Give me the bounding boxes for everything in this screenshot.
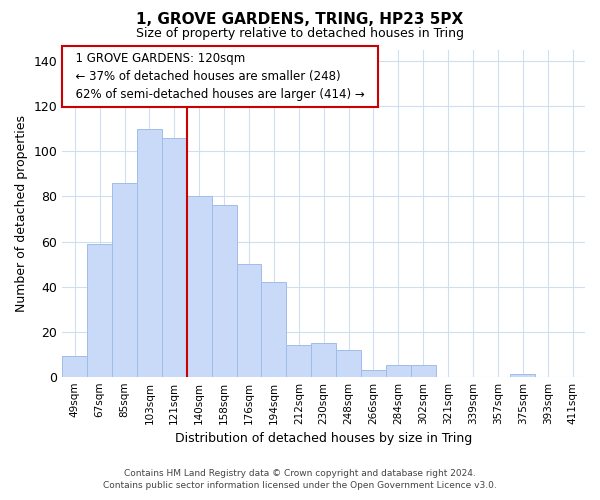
X-axis label: Distribution of detached houses by size in Tring: Distribution of detached houses by size … — [175, 432, 472, 445]
Bar — [87, 244, 112, 376]
Y-axis label: Number of detached properties: Number of detached properties — [15, 115, 28, 312]
Bar — [112, 183, 137, 376]
Text: 1, GROVE GARDENS, TRING, HP23 5PX: 1, GROVE GARDENS, TRING, HP23 5PX — [136, 12, 464, 28]
Bar — [62, 356, 87, 376]
Bar — [411, 366, 436, 376]
Text: Size of property relative to detached houses in Tring: Size of property relative to detached ho… — [136, 28, 464, 40]
Bar — [336, 350, 361, 376]
Bar — [212, 206, 236, 376]
Bar — [236, 264, 262, 376]
Bar — [137, 129, 162, 376]
Bar — [361, 370, 386, 376]
Bar — [162, 138, 187, 376]
Bar — [262, 282, 286, 376]
Bar — [286, 345, 311, 376]
Bar — [311, 343, 336, 376]
Text: Contains HM Land Registry data © Crown copyright and database right 2024.
Contai: Contains HM Land Registry data © Crown c… — [103, 468, 497, 490]
Bar — [386, 366, 411, 376]
Text: 1 GROVE GARDENS: 120sqm
  ← 37% of detached houses are smaller (248)
  62% of se: 1 GROVE GARDENS: 120sqm ← 37% of detache… — [68, 52, 372, 100]
Bar — [187, 196, 212, 376]
Bar — [511, 374, 535, 376]
